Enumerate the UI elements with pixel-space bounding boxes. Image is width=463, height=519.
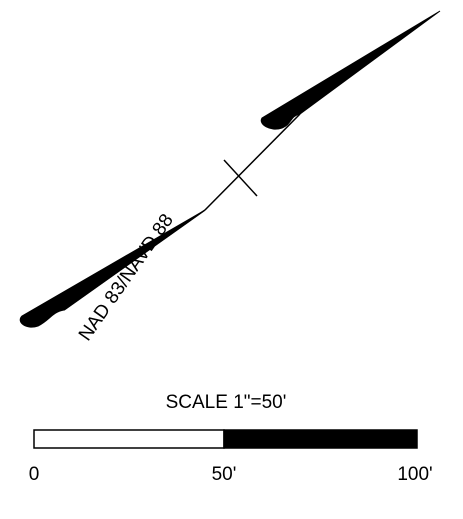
north-arrow-lower-barb: [19, 209, 206, 328]
scale-tick-100: 100': [397, 464, 432, 485]
north-arrow-upper-barb: [260, 10, 441, 130]
north-arrow-lower-shaft: [63, 209, 206, 311]
scale-bar-filled-segment: [223, 429, 418, 449]
scale-bar-empty-segment: [33, 429, 225, 449]
scale-title: SCALE 1"=50': [166, 392, 287, 413]
scale-tick-0: 0: [29, 464, 40, 485]
scale-tick-50: 50': [212, 464, 237, 485]
north-arrow-cross-tick: [223, 159, 258, 197]
north-arrow-shaft: [204, 113, 301, 211]
